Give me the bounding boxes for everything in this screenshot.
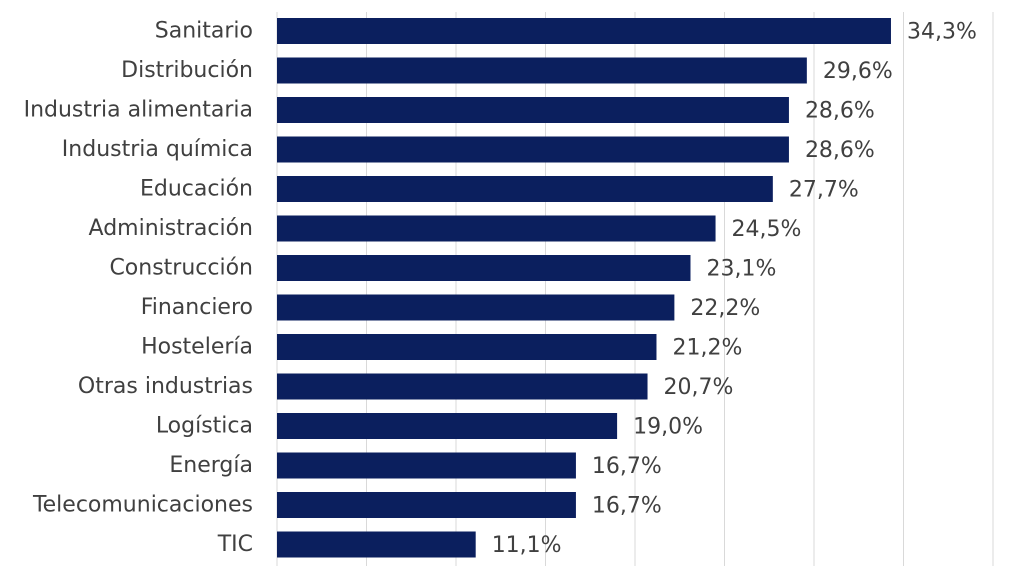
bar bbox=[277, 294, 675, 321]
category-label: Industria química bbox=[62, 137, 253, 162]
bar bbox=[277, 334, 657, 360]
value-label: 16,7% bbox=[592, 454, 662, 479]
category-label: Energía bbox=[169, 453, 253, 478]
category-label: Telecomunicaciones bbox=[32, 493, 253, 518]
category-label: Otras industrias bbox=[78, 374, 253, 399]
bar bbox=[277, 373, 648, 400]
value-labels: 34,3% 29,6% 28,6% 28,6% 27,7% 24,5% 23,1% 22,2%… bbox=[492, 20, 977, 559]
bar bbox=[277, 176, 773, 202]
value-label: 27,7% bbox=[789, 178, 859, 203]
category-label: Industria alimentaria bbox=[24, 98, 253, 123]
category-label: Logística bbox=[156, 414, 253, 439]
bar bbox=[277, 452, 576, 479]
value-label: 28,6% bbox=[805, 99, 875, 124]
category-labels: Sanitario Distribución Industria alimentar… bbox=[24, 19, 253, 558]
bar bbox=[277, 531, 476, 558]
category-label: Distribución bbox=[121, 58, 253, 83]
bar bbox=[277, 57, 807, 84]
category-label: TIC bbox=[217, 532, 253, 557]
bar bbox=[277, 255, 691, 281]
category-label: Hostelería bbox=[141, 335, 253, 360]
value-label: 21,2% bbox=[672, 336, 742, 361]
value-label: 22,2% bbox=[690, 296, 760, 321]
bar bbox=[277, 215, 716, 242]
value-label: 19,0% bbox=[633, 415, 703, 440]
category-label: Sanitario bbox=[155, 19, 253, 44]
value-label: 11,1% bbox=[492, 533, 562, 558]
bar bbox=[277, 492, 576, 518]
value-label: 20,7% bbox=[664, 375, 734, 400]
value-label: 28,6% bbox=[805, 138, 875, 163]
value-label: 34,3% bbox=[907, 20, 977, 45]
gridlines bbox=[276, 12, 994, 566]
category-label: Construcción bbox=[109, 256, 253, 281]
category-label: Educación bbox=[140, 177, 253, 202]
bar bbox=[277, 18, 891, 44]
value-label: 24,5% bbox=[732, 217, 802, 242]
category-label: Administración bbox=[89, 216, 253, 241]
value-label: 23,1% bbox=[706, 257, 776, 282]
bar bbox=[277, 97, 789, 123]
value-label: 29,6% bbox=[823, 59, 893, 84]
bars bbox=[277, 18, 891, 558]
bar bbox=[277, 136, 789, 163]
bar bbox=[277, 413, 618, 439]
value-label: 16,7% bbox=[592, 494, 662, 519]
category-label: Financiero bbox=[141, 295, 253, 320]
